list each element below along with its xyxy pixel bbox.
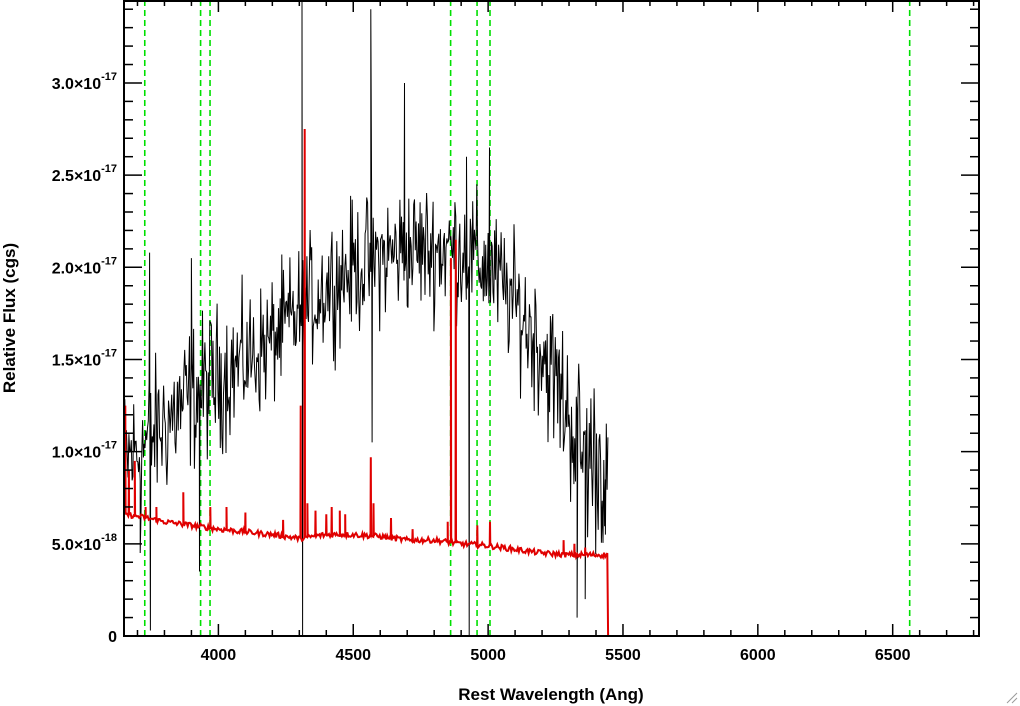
model-spectrum-line (123, 128, 979, 637)
object-spectrum-group (123, 0, 609, 637)
x-tick-label: 4500 (335, 647, 371, 664)
axes-group (123, 0, 980, 637)
x-tick-label: 4000 (201, 647, 237, 664)
x-tick-label: 5500 (605, 647, 641, 664)
y-tick-label: 2.0×10-17 (52, 255, 117, 277)
y-tick-labels: 0 5.0×10-18 1.0×10-17 1.5×10-17 2.0×10-17 2.5… (52, 71, 117, 646)
x-tick-label: 6500 (875, 647, 911, 664)
y-axis-title: Relative Flux (cgs) (0, 243, 19, 393)
y-tick-label: 0 (108, 629, 117, 646)
y-tick-label: 3.0×10-17 (52, 71, 117, 93)
resize-grip-icon[interactable] (1004, 690, 1018, 704)
y-tick-label: 2.5×10-17 (52, 163, 117, 185)
object-spectrum-line (123, 0, 609, 637)
model-spectrum-group (123, 128, 979, 637)
x-tick-label: 6000 (740, 647, 776, 664)
x-tick-label: 5000 (470, 647, 506, 664)
x-tick-labels: 4000 4500 5000 5500 6000 6500 (201, 647, 911, 664)
y-tick-label: 1.5×10-17 (52, 347, 117, 369)
reference-lines-group (143, 0, 911, 636)
y-tick-label: 5.0×10-18 (52, 532, 117, 554)
y-tick-label: 1.0×10-17 (52, 440, 117, 462)
plot-frame (123, 0, 980, 637)
x-axis-title: Rest Wavelength (Ang) (458, 685, 643, 704)
